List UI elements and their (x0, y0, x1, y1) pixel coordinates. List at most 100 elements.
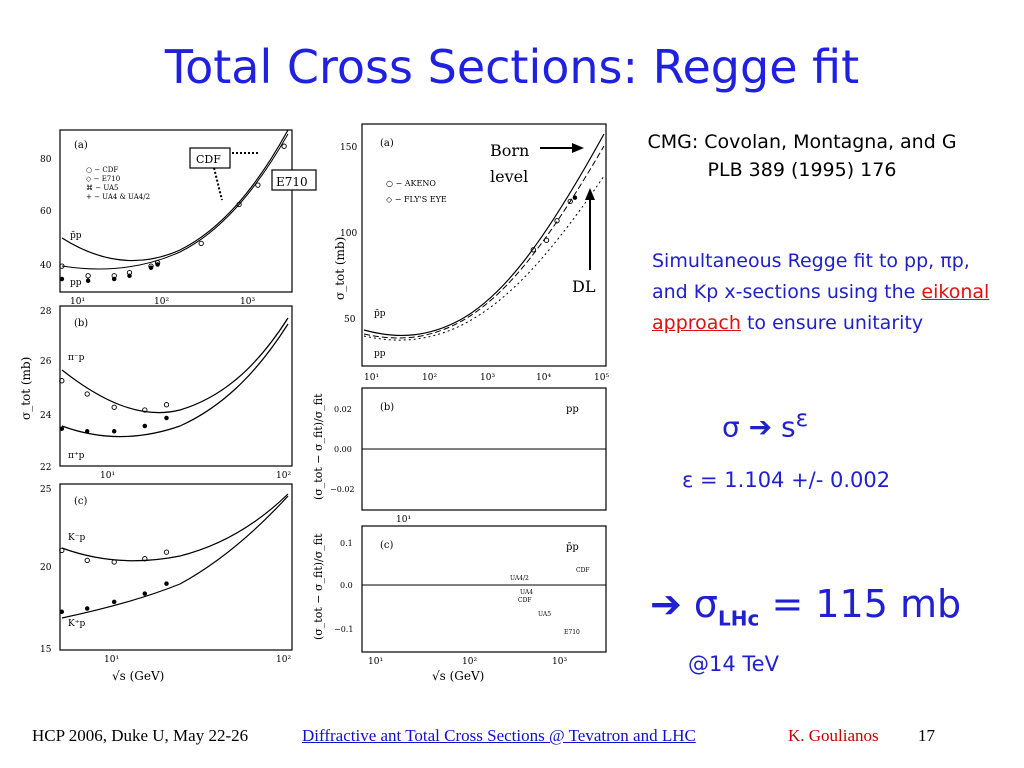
x-tick: 10¹ (100, 471, 115, 481)
data-point (198, 240, 204, 247)
data-point (59, 276, 65, 282)
legend-entry: ◇ − FLY'S EYE (386, 195, 447, 204)
x-axis-label: √s (GeV) (112, 669, 164, 683)
data-point (59, 378, 65, 384)
data-point (530, 247, 536, 253)
x-tick: 10² (276, 655, 291, 665)
x-tick: 10² (276, 471, 291, 481)
left-panel-a: (a) 80 60 40 10¹ 10² 10³ ○ − CDF ◇ − E71… (40, 129, 293, 307)
data-point (163, 549, 170, 555)
y-tick: 15 (40, 645, 52, 655)
data-point (567, 198, 573, 205)
right-panel-b: (b) pp 0.02 0.00 −0.02 10¹ (σ_tot − σ_fi… (312, 387, 607, 525)
y-tick: 24 (40, 411, 52, 421)
data-point (85, 278, 91, 283)
fit-curve-pip (61, 323, 289, 438)
panel-label: (a) (74, 140, 88, 151)
curve-label: pp (70, 278, 82, 288)
callout-label: CDF (196, 153, 221, 166)
fit-curve-pbarp (61, 129, 289, 262)
data-point (142, 407, 148, 413)
panel-label: (c) (380, 540, 394, 551)
data-point (84, 557, 90, 564)
y-tick: 0.0 (340, 581, 353, 590)
data-point (236, 201, 242, 208)
left-panel-c: (c) 25 20 15 10¹ 10² K⁻p K⁺p √s (GeV) (40, 483, 293, 683)
citation-line: CMG: Covolan, Montagna, and G (647, 131, 957, 153)
epsilon-value: ε = 1.104 +/- 0.002 (682, 468, 891, 492)
data-point (111, 404, 117, 410)
sigma-relation: σ ➔ s (722, 410, 796, 444)
x-tick: 10² (462, 657, 477, 667)
curve-label: p̄p (70, 231, 82, 241)
legend-entry: ○ − AKENO (386, 179, 436, 188)
data-point (543, 237, 550, 243)
born-level-callout: Born level (490, 141, 584, 186)
y-tick: 22 (40, 463, 51, 473)
y-axis-label: (σ_tot − σ_fit)/σ_fit (312, 533, 325, 640)
data-point (142, 556, 148, 562)
fit-curve-kp (61, 495, 289, 619)
panel-label: (a) (380, 138, 394, 149)
x-tick: 10¹ (396, 515, 411, 525)
panel-label: (b) (74, 318, 88, 329)
data-point (164, 581, 169, 586)
data-point (281, 143, 287, 149)
y-tick: −0.1 (334, 625, 353, 634)
callout-label: Born (490, 141, 529, 160)
footer-talk-link[interactable]: Diffractive ant Total Cross Sections @ T… (302, 726, 696, 745)
y-tick: 0.02 (334, 405, 352, 414)
x-tick: 10¹ (364, 373, 379, 383)
y-tick: 50 (344, 315, 356, 325)
curve-label: p̄p (566, 542, 579, 553)
fit-curve-pp (61, 133, 289, 270)
data-point (84, 391, 90, 397)
data-point (59, 426, 65, 431)
y-tick: 100 (340, 229, 357, 239)
data-point (111, 599, 117, 605)
x-tick: 10⁵ (594, 373, 609, 383)
legend-entry: ○ − CDF (86, 166, 118, 174)
curve-label: π⁻p (68, 353, 85, 363)
data-point (59, 263, 65, 269)
description-text: to ensure unitarity (740, 312, 924, 334)
data-point (84, 606, 90, 611)
slide-title: Total Cross Sections: Regge fit (164, 40, 860, 94)
right-panel-a: (a) 150 100 50 10¹ 10² 10³ 10⁴ 10⁵ ○ − A… (333, 123, 609, 383)
curve-label: π⁺p (68, 451, 85, 461)
description-text: Simultaneous Regge fit to pp, πp, and Kp… (652, 250, 970, 303)
x-tick: 10¹ (70, 297, 85, 307)
lhc-prefix: ➔ σ (650, 582, 719, 626)
x-tick: 10¹ (104, 655, 119, 665)
data-point (148, 265, 154, 270)
citation-line: PLB 389 (1995) 176 (707, 159, 897, 181)
data-markers (59, 143, 578, 615)
eikonal-link[interactable]: eikonal approach (652, 281, 990, 334)
y-tick: 28 (40, 307, 52, 317)
data-point (85, 273, 91, 279)
e710-callout: E710 (271, 169, 317, 191)
y-tick: 20 (40, 563, 52, 573)
right-panel-c: (c) p̄p 0.1 0.0 −0.1 10¹ 10² 10³ √s (GeV… (312, 525, 607, 683)
y-axis-label: σ_tot (mb) (333, 237, 347, 300)
dl-callout: DL (572, 188, 596, 296)
curve-label: K⁻p (68, 533, 85, 543)
x-tick: 10¹ (368, 657, 383, 667)
y-tick: 0.00 (334, 445, 352, 454)
sigma-scaling: σ ➔ sε (722, 404, 808, 443)
data-point (554, 218, 560, 224)
lhc-energy: @14 TeV (688, 652, 779, 676)
y-axis-label: σ_tot (mb) (19, 357, 33, 420)
fit-curve-eikonal (363, 145, 605, 339)
data-point (59, 609, 65, 615)
data-point (111, 559, 117, 565)
annotation: CDF (518, 597, 532, 604)
y-tick: 26 (40, 357, 52, 367)
lhc-subscript: LHc (718, 606, 760, 631)
x-tick: 10³ (552, 657, 567, 667)
lhc-prediction: ➔ σLHc = 115 mb (650, 582, 961, 631)
fit-curve-born (363, 133, 605, 337)
y-tick: 25 (40, 485, 52, 495)
y-tick: 40 (40, 261, 52, 271)
